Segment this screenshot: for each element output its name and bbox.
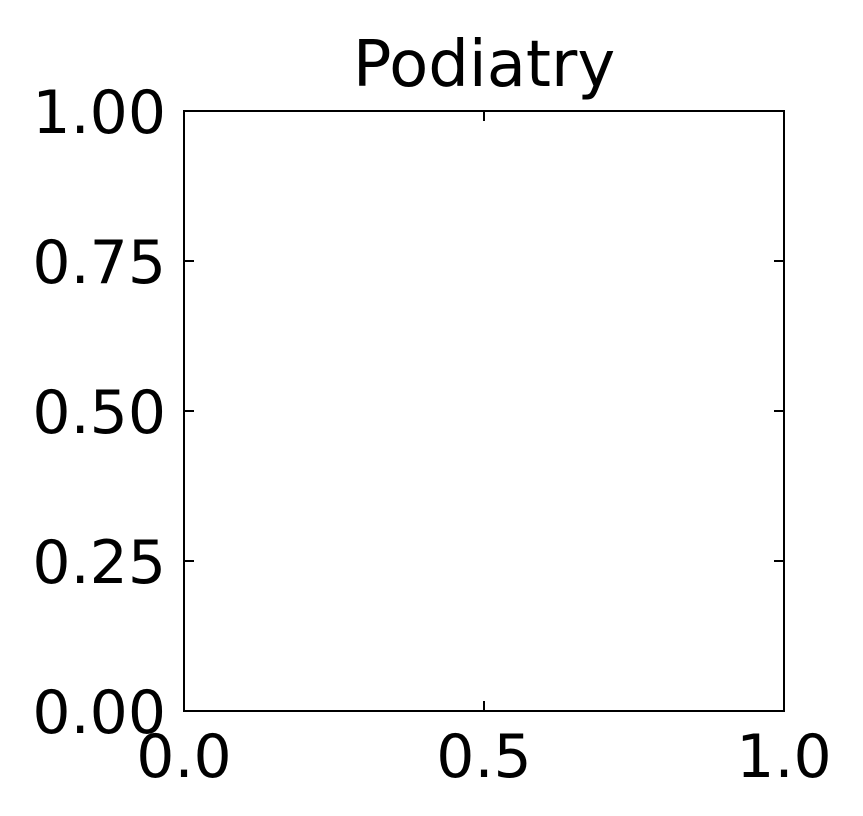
y-tick-label: 0.25 <box>32 528 166 598</box>
y-tick-label: 0.00 <box>32 678 166 748</box>
y-tick-label: 1.00 <box>32 78 166 148</box>
x-axis: 0.0 0.5 1.0 <box>136 111 832 792</box>
y-tick-label: 0.50 <box>32 378 166 448</box>
y-axis: 0.00 0.25 0.50 0.75 1.00 <box>32 78 784 748</box>
y-tick-label: 0.75 <box>32 228 166 298</box>
x-tick-label: 0.5 <box>436 722 531 792</box>
plot-area <box>183 110 785 712</box>
chart-title: Podiatry <box>353 28 615 102</box>
x-tick-label: 0.0 <box>136 722 231 792</box>
x-tick-label: 1.0 <box>736 722 831 792</box>
